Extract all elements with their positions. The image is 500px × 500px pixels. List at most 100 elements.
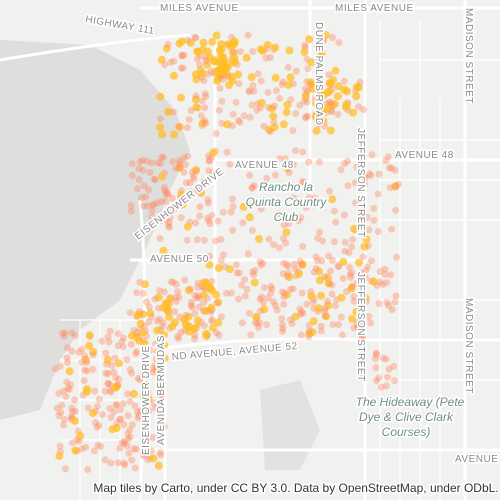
heat-dot <box>377 383 385 391</box>
heat-dot <box>104 379 112 387</box>
heat-dot <box>186 179 194 187</box>
heat-dot <box>124 435 132 443</box>
heat-dot <box>178 200 187 209</box>
heat-dot <box>177 93 185 102</box>
heat-dot <box>159 153 167 161</box>
heat-dot <box>208 317 216 325</box>
heat-dot <box>272 87 280 95</box>
heat-dot <box>253 106 261 114</box>
heat-dot <box>156 92 165 101</box>
heat-dot <box>279 324 287 332</box>
heat-dot <box>123 356 131 364</box>
street-label: JEFFERSON STREET <box>355 128 366 238</box>
heat-dot <box>305 158 313 166</box>
heat-dot <box>264 103 272 111</box>
heat-dot <box>150 175 158 183</box>
heat-dot <box>215 331 223 339</box>
heat-dot <box>386 164 393 172</box>
heat-dot <box>332 218 340 226</box>
heat-dot <box>375 374 383 382</box>
heat-dot <box>252 312 261 321</box>
heat-dot <box>363 213 371 221</box>
heat-dot <box>104 370 112 378</box>
heat-dot <box>177 64 185 72</box>
heat-dot <box>299 199 307 207</box>
heat-dot <box>299 178 306 186</box>
heat-dot <box>392 182 400 190</box>
heat-dot <box>196 184 204 192</box>
heat-dot <box>152 355 160 363</box>
heat-dot <box>326 126 335 135</box>
heat-dot <box>161 61 169 69</box>
heat-dot <box>162 198 170 206</box>
heat-dot <box>120 438 128 446</box>
heat-dot <box>151 295 159 303</box>
street-label: MILES AVENUE <box>160 3 239 14</box>
heat-dot <box>311 194 319 202</box>
heat-dot <box>289 127 297 134</box>
heat-dot <box>97 443 105 450</box>
heat-dot <box>68 347 76 355</box>
heat-dot <box>223 148 231 156</box>
heat-dot <box>198 119 207 128</box>
heat-dot <box>180 168 188 176</box>
heat-dot <box>146 169 154 176</box>
heat-dot <box>352 92 361 101</box>
heat-dot <box>355 258 363 267</box>
heat-dot <box>136 319 145 328</box>
heat-dot <box>194 292 202 300</box>
heat-dot <box>288 320 296 327</box>
heat-dot <box>78 445 86 453</box>
heat-dot <box>65 367 74 376</box>
heat-dot <box>217 256 225 264</box>
heat-dot <box>154 199 161 207</box>
heat-dot <box>63 354 71 362</box>
heat-dot <box>177 190 186 199</box>
heat-dot <box>205 167 213 175</box>
heat-dot <box>139 156 147 164</box>
heat-dot <box>249 82 257 89</box>
heat-dot <box>280 259 288 267</box>
heat-dot <box>323 297 331 305</box>
heat-dot <box>186 38 195 47</box>
place-label: Club <box>274 210 299 224</box>
heat-dot <box>269 298 277 306</box>
heat-dot <box>153 347 161 355</box>
heat-dot <box>107 413 115 421</box>
heat-dot <box>104 333 112 341</box>
heat-dot <box>126 366 134 374</box>
heat-dot <box>301 85 309 93</box>
heat-dot <box>219 208 227 216</box>
heat-dot <box>305 35 314 44</box>
heat-dot <box>372 377 380 385</box>
heat-dot <box>55 389 63 397</box>
heat-dot <box>351 179 359 187</box>
heat-dot <box>287 316 294 324</box>
heat-dot <box>176 163 184 171</box>
heat-dot <box>199 38 208 47</box>
heat-dot <box>80 377 88 385</box>
heat-dot <box>162 188 170 196</box>
heat-dot <box>258 47 267 56</box>
heat-dot <box>330 100 339 109</box>
heat-dot <box>69 408 77 416</box>
grid-streets <box>60 20 500 500</box>
heat-dot <box>229 226 237 234</box>
heat-dot <box>89 365 97 373</box>
heat-dot <box>93 423 101 431</box>
heat-dot <box>124 412 132 419</box>
heat-dot <box>142 193 150 201</box>
heat-dot <box>84 466 92 473</box>
heat-dot <box>71 396 78 404</box>
heat-dot <box>83 367 91 375</box>
heat-dot <box>337 166 345 174</box>
heat-dot <box>176 160 184 168</box>
heat-dot <box>158 210 166 218</box>
heat-dot <box>108 362 116 369</box>
heat-dot <box>158 392 166 399</box>
heat-dot <box>265 235 273 243</box>
heat-dot <box>343 288 350 296</box>
heat-dot <box>260 305 269 314</box>
heat-dot <box>60 332 68 340</box>
heat-dot <box>358 210 366 218</box>
